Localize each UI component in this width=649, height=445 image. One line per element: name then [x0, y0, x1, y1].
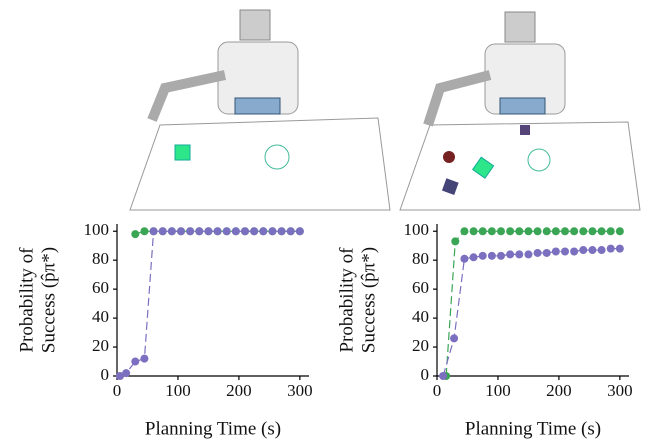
- data-point: [159, 227, 167, 235]
- data-point: [296, 227, 304, 235]
- x-tick-label: 300: [607, 381, 633, 400]
- data-point: [232, 227, 240, 235]
- data-point: [223, 227, 231, 235]
- data-point: [515, 250, 523, 258]
- data-point: [122, 369, 130, 377]
- data-point: [543, 249, 551, 257]
- data-point: [579, 227, 587, 235]
- y-axis-label: Success (p̂π*): [38, 247, 59, 353]
- x-tick-label: 0: [433, 381, 442, 400]
- data-point: [177, 227, 185, 235]
- data-point: [534, 249, 542, 257]
- data-point: [588, 227, 596, 235]
- data-point: [552, 227, 560, 235]
- data-point: [524, 227, 532, 235]
- data-point: [570, 248, 578, 256]
- x-tick-label: 300: [287, 381, 313, 400]
- data-point: [598, 246, 606, 254]
- data-point: [588, 246, 596, 254]
- data-point: [214, 227, 222, 235]
- data-point: [470, 227, 478, 235]
- data-point: [470, 253, 478, 261]
- data-point: [506, 250, 514, 258]
- data-point: [488, 227, 496, 235]
- data-point: [607, 227, 615, 235]
- x-tick-label: 100: [485, 381, 511, 400]
- y-tick-label: 0: [421, 365, 430, 384]
- data-point: [140, 227, 148, 235]
- data-point: [616, 245, 624, 253]
- figure: 0204060801000100200300Planning Time (s)P…: [0, 0, 649, 445]
- data-point: [552, 248, 560, 256]
- y-tick-label: 20: [412, 336, 429, 355]
- data-point: [460, 255, 468, 263]
- data-point: [497, 227, 505, 235]
- data-point: [150, 227, 158, 235]
- x-axis-label: Planning Time (s): [465, 418, 601, 439]
- x-axis-label: Planning Time (s): [145, 418, 281, 439]
- data-point: [607, 245, 615, 253]
- data-point: [186, 227, 194, 235]
- y-tick-label: 20: [92, 336, 109, 355]
- data-point: [131, 358, 139, 366]
- data-point: [439, 372, 447, 380]
- data-point: [250, 227, 258, 235]
- data-point: [479, 227, 487, 235]
- data-point: [543, 227, 551, 235]
- y-tick-label: 100: [84, 220, 110, 239]
- data-point: [131, 230, 139, 238]
- y-axis-label: Probability of: [336, 247, 357, 353]
- x-tick-label: 200: [546, 381, 572, 400]
- y-tick-label: 60: [92, 278, 109, 297]
- data-point: [561, 227, 569, 235]
- y-axis-label: Probability of: [16, 247, 37, 353]
- data-point: [168, 227, 176, 235]
- data-point: [524, 250, 532, 258]
- robot-scene-right: [400, 12, 640, 210]
- x-tick-label: 200: [226, 381, 252, 400]
- y-tick-label: 40: [92, 307, 109, 326]
- y-tick-label: 80: [92, 249, 109, 268]
- data-point: [506, 227, 514, 235]
- y-tick-label: 80: [412, 249, 429, 268]
- data-point: [616, 227, 624, 235]
- x-tick-label: 100: [165, 381, 191, 400]
- x-tick-label: 0: [113, 381, 122, 400]
- data-point: [268, 227, 276, 235]
- data-point: [579, 246, 587, 254]
- data-point: [534, 227, 542, 235]
- y-tick-label: 60: [412, 278, 429, 297]
- data-point: [278, 227, 286, 235]
- series-line: [120, 231, 300, 376]
- y-tick-label: 40: [412, 307, 429, 326]
- data-point: [204, 227, 212, 235]
- data-point: [497, 252, 505, 260]
- data-point: [259, 227, 267, 235]
- data-point: [140, 355, 148, 363]
- robot-scene-left: [130, 10, 390, 210]
- data-point: [488, 252, 496, 260]
- data-point: [561, 248, 569, 256]
- series-line: [443, 249, 620, 376]
- data-point: [450, 334, 458, 342]
- data-point: [195, 227, 203, 235]
- y-tick-label: 100: [404, 220, 430, 239]
- data-point: [241, 227, 249, 235]
- y-tick-label: 0: [101, 365, 110, 384]
- data-point: [287, 227, 295, 235]
- data-point: [479, 252, 487, 260]
- data-point: [515, 227, 523, 235]
- data-point: [460, 227, 468, 235]
- data-point: [598, 227, 606, 235]
- data-point: [451, 237, 459, 245]
- data-point: [570, 227, 578, 235]
- y-axis-label: Success (p̂π*): [358, 247, 379, 353]
